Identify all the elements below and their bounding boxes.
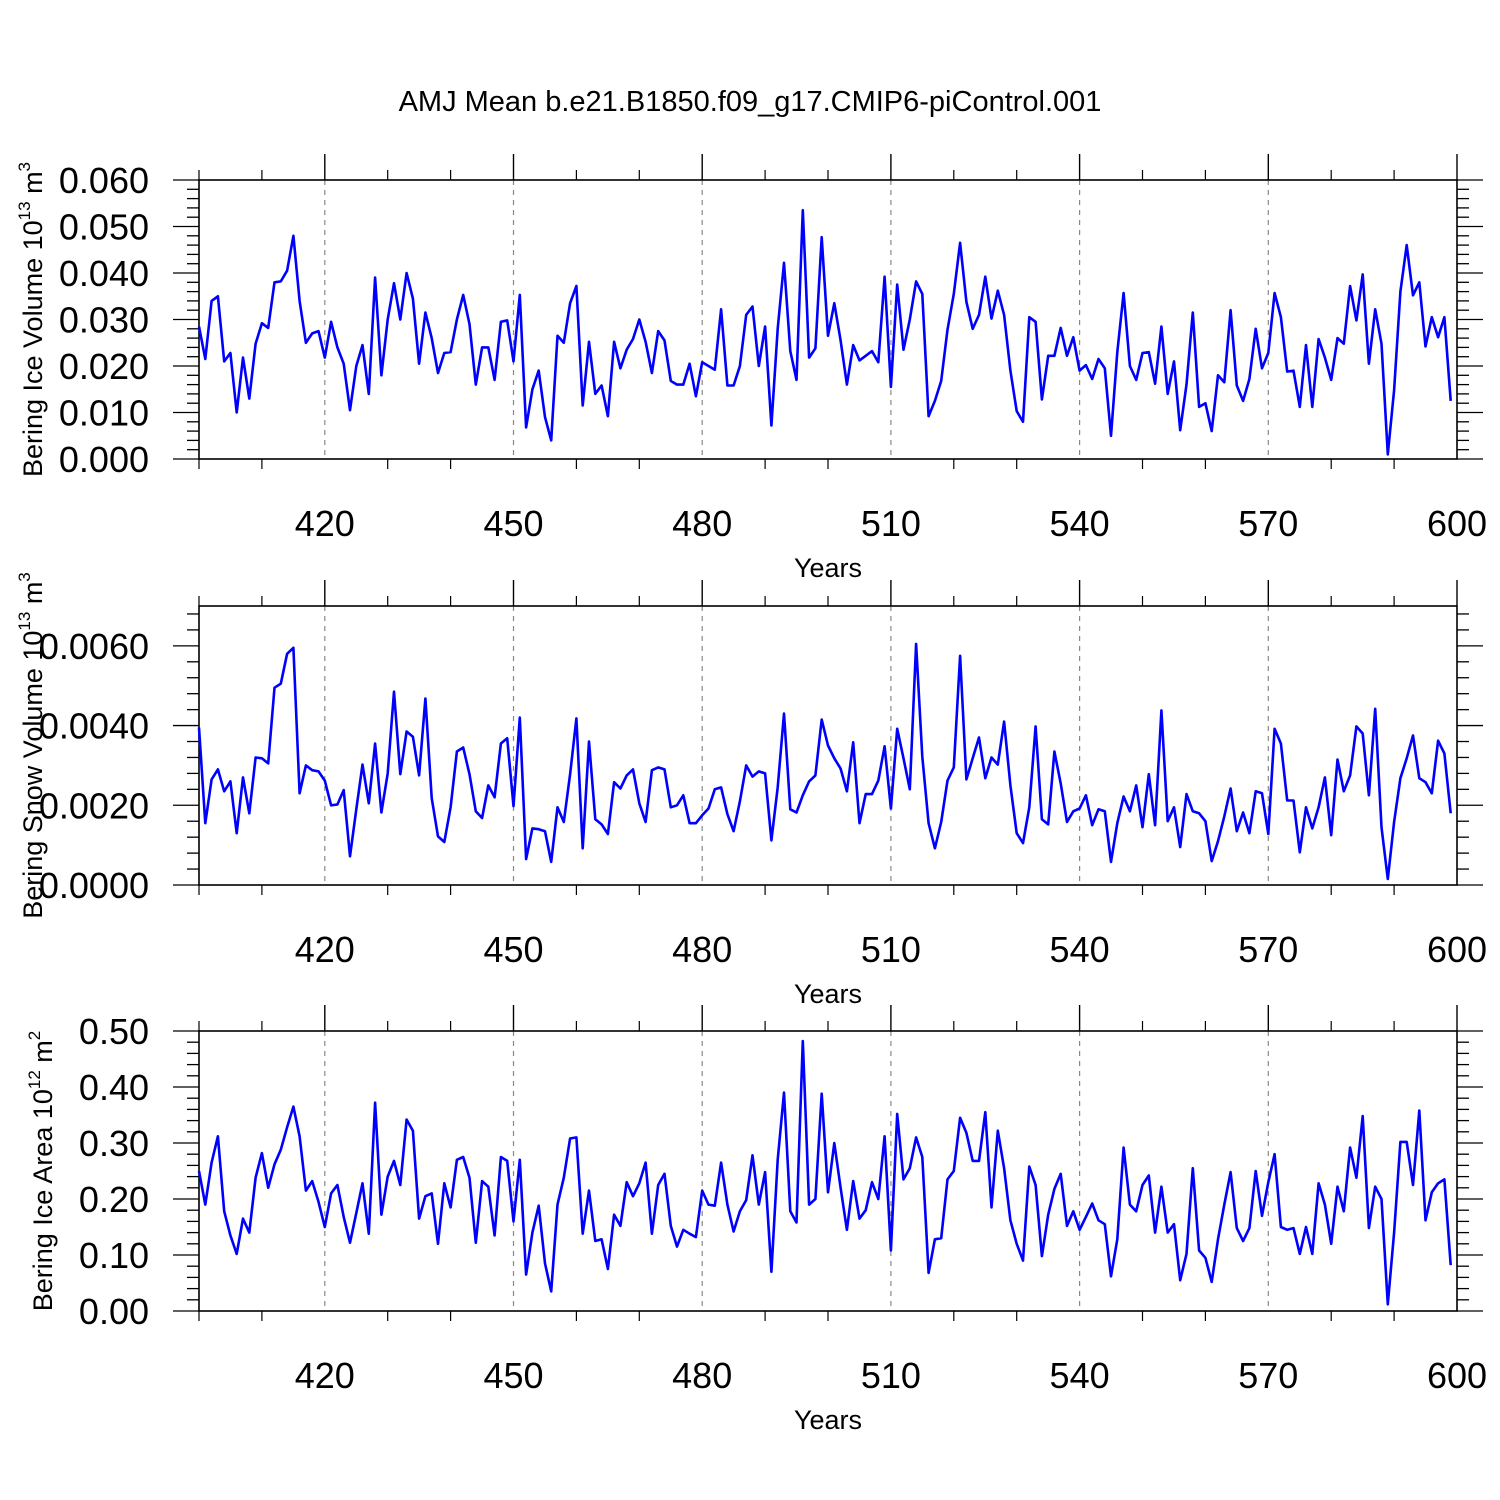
x-tick-label: 420 [295, 503, 355, 544]
x-tick-label: 600 [1427, 1355, 1487, 1396]
series-line [197, 208, 1452, 456]
y-tick-label: 0.050 [59, 207, 149, 248]
x-tick-label: 570 [1238, 929, 1298, 970]
y-tick-label: 0.0040 [39, 706, 149, 747]
x-axis-title: Years [794, 979, 862, 1009]
y-tick-label: 0.50 [79, 1011, 149, 1052]
x-tick-label: 420 [295, 929, 355, 970]
ice-area-panel: 420 450 480 510 540 570 600 Years 0.00 0.10 0.20 0.… [25, 1005, 1487, 1435]
x-tick-label: 600 [1427, 503, 1487, 544]
x-tick-label: 480 [672, 1355, 732, 1396]
x-tick-label: 540 [1050, 503, 1110, 544]
x-tick-label: 540 [1050, 929, 1110, 970]
y-tick-label: 0.040 [59, 253, 149, 294]
x-tick-label: 570 [1238, 1355, 1298, 1396]
x-tick-label: 450 [483, 1355, 543, 1396]
x-tick-label: 540 [1050, 1355, 1110, 1396]
snow-volume-panel: 420 450 480 510 540 570 600 Years 0.0000 0.0020 0.… [15, 572, 1487, 1009]
y-tick-label: 0.010 [59, 393, 149, 434]
x-tick-label: 510 [861, 1355, 921, 1396]
x-tick-label: 450 [483, 929, 543, 970]
y-axis-title: Bering Snow Volume 1013 m3 [15, 572, 48, 919]
y-tick-label: 0.20 [79, 1179, 149, 1220]
x-tick-label: 600 [1427, 929, 1487, 970]
x-tick-label: 570 [1238, 503, 1298, 544]
y-tick-label: 0.0000 [39, 865, 149, 906]
x-tick-label: 480 [672, 929, 732, 970]
x-tick-label: 420 [295, 1355, 355, 1396]
x-tick-label: 510 [861, 929, 921, 970]
y-axis-title: Bering Ice Area 1012 m2 [25, 1031, 58, 1312]
y-tick-label: 0.0020 [39, 785, 149, 826]
series-line [197, 642, 1452, 881]
figure-title: AMJ Mean b.e21.B1850.f09_g17.CMIP6-piCon… [398, 86, 1102, 118]
x-tick-label: 510 [861, 503, 921, 544]
ice-volume-panel: 420 450 480 510 540 570 600 Years 0.000 0.010 0.02… [15, 154, 1487, 583]
y-tick-label: 0.40 [79, 1067, 149, 1108]
x-tick-label: 450 [483, 503, 543, 544]
y-tick-label: 0.060 [59, 160, 149, 201]
y-tick-label: 0.030 [59, 300, 149, 341]
y-tick-label: 0.30 [79, 1123, 149, 1164]
y-axis-title: Bering Ice Volume 1013 m3 [15, 162, 48, 477]
x-tick-label: 480 [672, 503, 732, 544]
x-axis-title: Years [794, 553, 862, 583]
series-line [197, 1039, 1452, 1306]
y-tick-label: 0.000 [59, 439, 149, 480]
y-tick-label: 0.00 [79, 1291, 149, 1332]
y-tick-label: 0.020 [59, 346, 149, 387]
y-tick-label: 0.0060 [39, 626, 149, 667]
x-axis-title: Years [794, 1405, 862, 1435]
y-tick-label: 0.10 [79, 1235, 149, 1276]
